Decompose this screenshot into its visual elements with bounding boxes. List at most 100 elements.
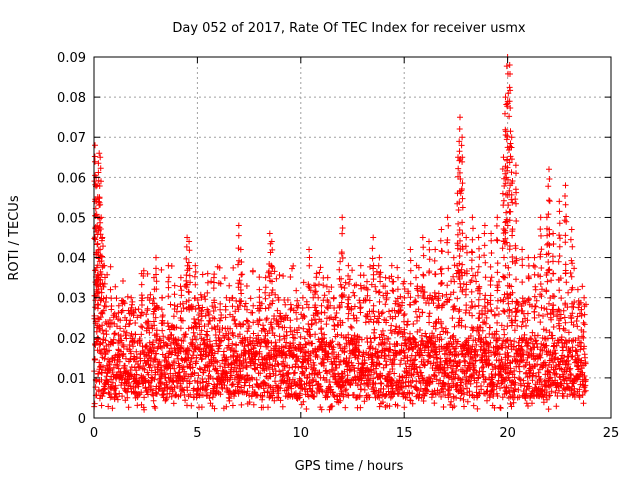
data-point <box>182 331 189 338</box>
data-point <box>407 246 414 253</box>
data-point <box>279 403 286 410</box>
data-point <box>401 278 408 285</box>
data-point <box>426 313 432 320</box>
data-point <box>482 310 489 317</box>
data-point <box>545 259 552 265</box>
data-point <box>579 392 586 398</box>
data-point <box>198 327 205 334</box>
data-point <box>457 176 464 182</box>
data-point <box>455 220 462 227</box>
data-point <box>271 332 278 339</box>
data-point <box>346 306 353 313</box>
data-point <box>202 348 209 355</box>
data-point <box>391 370 398 377</box>
data-point <box>389 278 396 285</box>
data-point <box>437 359 444 365</box>
data-point <box>473 383 480 390</box>
data-point <box>344 376 351 383</box>
data-point <box>158 367 165 374</box>
data-point <box>487 339 494 346</box>
data-point <box>500 298 507 305</box>
data-point <box>501 291 508 298</box>
data-point <box>430 333 437 339</box>
data-point <box>272 291 279 298</box>
data-point <box>262 289 269 296</box>
data-point <box>494 214 501 221</box>
data-point <box>262 305 269 312</box>
data-point <box>390 391 397 398</box>
data-point <box>269 297 276 304</box>
data-point <box>183 243 190 250</box>
data-point <box>247 295 254 302</box>
data-point <box>191 333 198 340</box>
data-point <box>167 365 174 372</box>
data-point <box>457 395 464 402</box>
data-point <box>313 270 320 277</box>
data-point <box>262 363 269 370</box>
data-point <box>108 295 115 302</box>
data-point <box>456 148 463 155</box>
data-point <box>222 306 229 313</box>
data-point <box>505 176 511 183</box>
data-point <box>171 306 178 312</box>
data-point <box>186 238 193 245</box>
data-point <box>165 323 172 330</box>
data-point <box>227 325 234 332</box>
data-point <box>126 321 132 328</box>
data-point <box>396 324 403 331</box>
data-point <box>581 311 588 318</box>
data-point <box>412 308 419 315</box>
data-point <box>469 343 476 350</box>
data-point <box>423 333 430 340</box>
data-point <box>506 187 513 194</box>
data-point <box>300 398 307 405</box>
data-point <box>546 197 552 204</box>
data-point <box>165 278 172 285</box>
data-point <box>249 309 256 316</box>
data-point <box>198 307 205 314</box>
data-point <box>287 324 294 331</box>
data-point <box>370 276 377 283</box>
data-point <box>250 330 257 337</box>
data-point <box>226 388 233 394</box>
data-point <box>456 306 463 313</box>
y-tick-label: 0.07 <box>57 131 86 146</box>
data-point <box>343 386 350 393</box>
data-point <box>459 366 466 373</box>
data-point <box>97 219 104 226</box>
data-point <box>133 348 140 355</box>
data-point <box>351 282 358 289</box>
data-point <box>127 367 134 374</box>
data-point <box>459 195 466 202</box>
data-point <box>202 367 209 374</box>
data-point <box>159 317 166 324</box>
data-point <box>180 305 187 311</box>
data-point <box>505 202 512 209</box>
data-point <box>351 303 358 310</box>
data-point <box>500 364 507 371</box>
data-point <box>382 392 389 399</box>
data-point <box>121 300 128 307</box>
data-point <box>147 291 154 298</box>
data-point <box>312 310 319 316</box>
data-point <box>293 309 300 316</box>
data-point <box>218 312 225 318</box>
data-point <box>266 273 273 280</box>
data-point <box>153 304 159 311</box>
data-point <box>562 201 569 208</box>
data-point <box>178 343 185 349</box>
data-point <box>546 198 553 205</box>
data-point <box>551 347 558 354</box>
data-point <box>456 126 463 132</box>
data-point <box>124 394 131 401</box>
data-point <box>200 337 207 344</box>
data-point <box>395 274 401 281</box>
data-point <box>330 349 337 356</box>
data-point <box>256 274 263 281</box>
data-point <box>386 308 392 315</box>
data-point <box>97 201 104 208</box>
data-point <box>452 345 459 352</box>
data-point <box>314 354 321 360</box>
data-point <box>372 380 379 387</box>
data-point <box>482 349 489 356</box>
